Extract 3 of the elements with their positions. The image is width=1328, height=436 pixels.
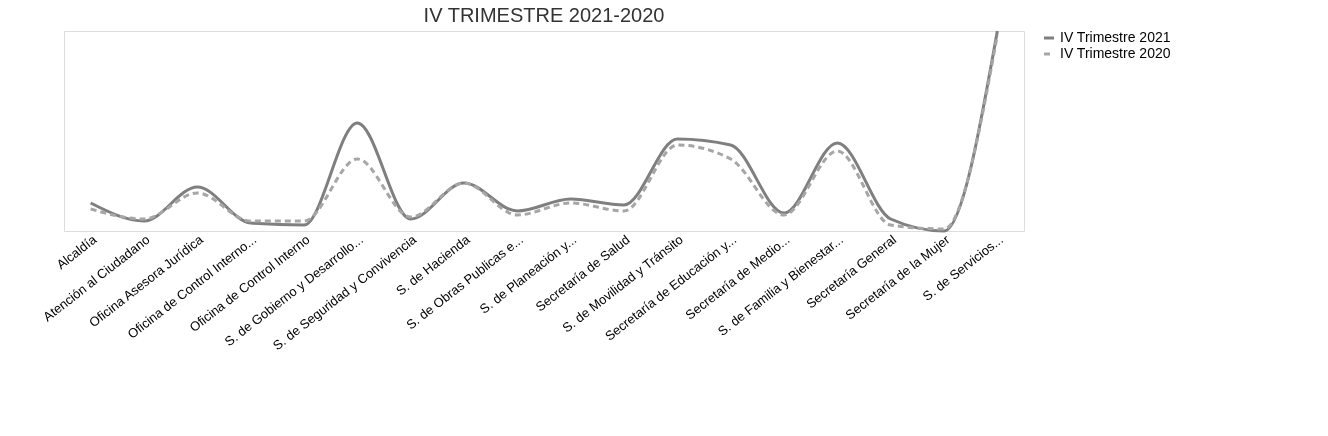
legend-label: IV Trimestre 2021 [1060,29,1171,45]
chart-title: IV TRIMESTRE 2021-2020 [423,3,665,26]
legend-label: IV Trimestre 2020 [1060,45,1171,61]
